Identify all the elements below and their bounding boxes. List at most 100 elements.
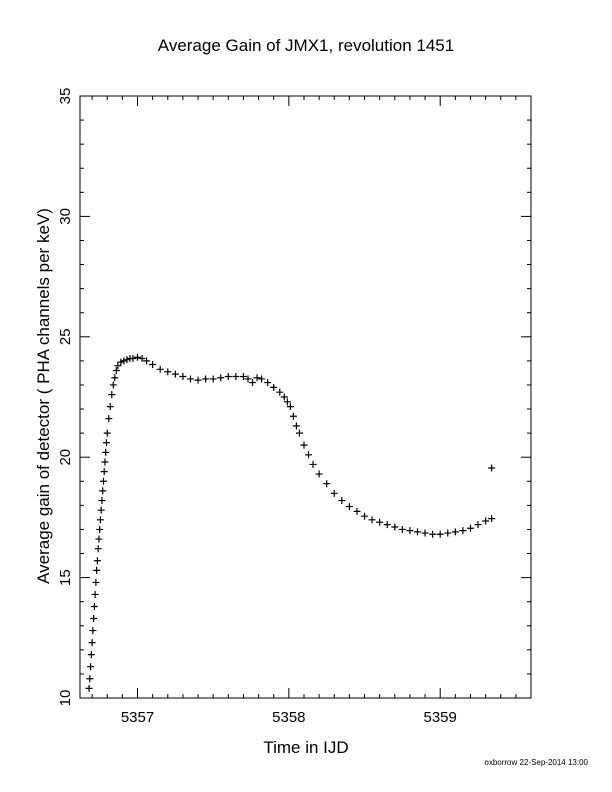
data-point	[103, 429, 111, 437]
data-point	[466, 524, 474, 532]
y-tick-label: 30	[57, 208, 74, 225]
data-point	[106, 403, 114, 411]
data-point	[108, 391, 116, 399]
data-point	[459, 527, 467, 535]
data-point	[413, 528, 421, 536]
data-point	[100, 468, 108, 476]
data-point	[117, 358, 125, 366]
data-point	[309, 460, 317, 468]
data-point	[194, 376, 202, 384]
data-point	[398, 525, 406, 533]
data-point	[202, 375, 210, 383]
data-point	[90, 615, 98, 623]
data-point	[217, 374, 225, 382]
data-point	[283, 398, 291, 406]
data-point	[164, 368, 172, 376]
data-point	[114, 362, 122, 370]
data-point	[338, 497, 346, 505]
data-point	[276, 388, 284, 396]
data-point	[264, 379, 272, 387]
data-point	[149, 360, 157, 368]
data-point	[112, 367, 120, 375]
y-tick-label: 20	[57, 449, 74, 466]
data-point	[96, 525, 104, 533]
data-point	[123, 356, 131, 364]
data-point	[270, 383, 278, 391]
data-point	[93, 557, 101, 565]
data-point	[249, 379, 257, 387]
x-tick-label: 5357	[121, 709, 154, 726]
footer-stamp: oxborrow 22-Sep-2014 13:00	[484, 758, 588, 767]
plot-frame	[79, 95, 532, 699]
data-point	[353, 507, 361, 515]
data-point	[244, 375, 252, 383]
data-point	[295, 429, 303, 437]
y-axis-label: Average gain of detector ( PHA channels …	[34, 208, 53, 584]
data-point	[138, 354, 146, 362]
data-point	[90, 602, 98, 610]
data-point	[93, 566, 101, 574]
data-point	[102, 448, 110, 456]
data-point	[300, 441, 308, 449]
data-point	[361, 512, 369, 520]
data-point	[171, 370, 179, 378]
data-point	[253, 374, 261, 382]
data-point	[91, 590, 99, 598]
data-point	[368, 516, 376, 524]
data-point	[120, 357, 128, 365]
data-point	[92, 578, 100, 586]
data-point	[101, 458, 109, 466]
data-point	[134, 353, 142, 361]
y-tick-label: 15	[57, 569, 74, 586]
data-point	[85, 684, 93, 692]
data-point	[99, 487, 107, 495]
data-point	[89, 627, 97, 635]
data-point	[87, 663, 95, 671]
data-point	[436, 530, 444, 538]
data-point	[488, 515, 496, 523]
data-point	[292, 422, 300, 430]
data-point	[186, 375, 194, 383]
data-point	[99, 477, 107, 485]
data-point	[156, 365, 164, 373]
data-point	[111, 374, 119, 382]
data-point	[232, 373, 240, 381]
data-point	[482, 517, 490, 525]
data-point	[86, 675, 94, 683]
data-points	[85, 353, 496, 692]
data-point	[429, 530, 437, 538]
data-point	[224, 373, 232, 381]
data-point	[209, 375, 217, 383]
data-point	[258, 375, 266, 383]
data-point	[129, 354, 137, 362]
data-point	[98, 497, 106, 505]
y-tick-label: 35	[57, 88, 74, 105]
data-point	[109, 381, 117, 389]
x-tick-label: 5359	[424, 709, 457, 726]
data-point	[406, 527, 414, 535]
x-tick-label: 5358	[272, 709, 305, 726]
data-point	[488, 464, 496, 472]
data-point	[105, 415, 113, 423]
y-tick-label: 10	[57, 690, 74, 707]
data-point	[94, 545, 102, 553]
chart-title: Average Gain of JMX1, revolution 1451	[157, 36, 455, 55]
data-point	[88, 639, 96, 647]
data-point	[143, 357, 151, 365]
data-point	[95, 535, 103, 543]
data-point	[239, 373, 247, 381]
data-point	[444, 529, 452, 537]
data-point	[315, 470, 323, 478]
data-point	[391, 523, 399, 531]
data-point	[289, 412, 297, 420]
data-point	[97, 506, 105, 514]
data-point	[345, 503, 353, 511]
data-point	[474, 521, 482, 529]
axis-ticks: 5357 5358 5359 10 15 20 25 30 35	[57, 88, 532, 726]
data-point	[451, 528, 459, 536]
data-point	[330, 489, 338, 497]
data-point	[179, 373, 187, 381]
data-point	[102, 439, 110, 447]
data-point	[96, 516, 104, 524]
